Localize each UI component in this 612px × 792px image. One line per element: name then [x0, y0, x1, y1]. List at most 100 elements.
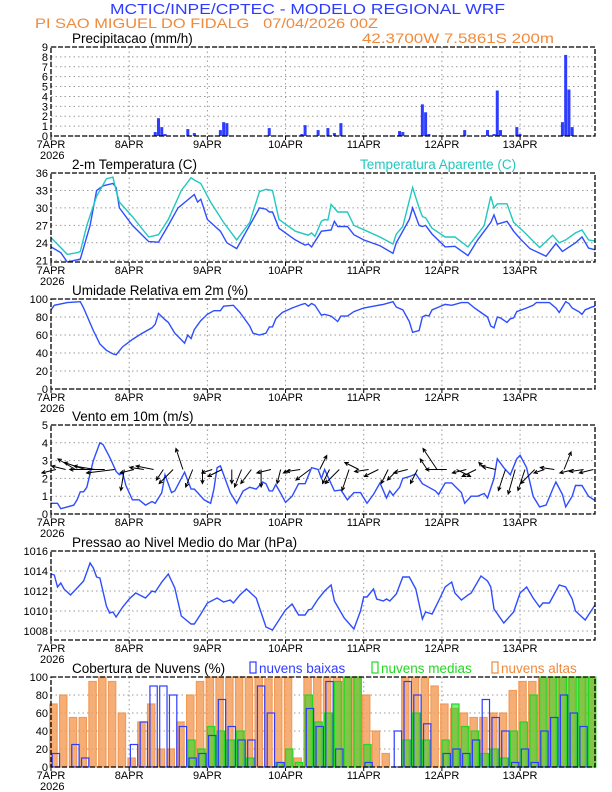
x-tick-label: 10APR — [268, 139, 303, 151]
wind-arrow — [255, 469, 272, 475]
precip-bar — [192, 133, 196, 136]
cloud-bar-nuvens-altas — [264, 678, 273, 768]
wind-arrow — [233, 469, 243, 489]
cloud-bar-nuvens-baixas — [510, 761, 520, 768]
x-tick-label: 9APR — [193, 517, 222, 529]
y-tick-label: 40 — [36, 726, 48, 738]
y-tick-label: 21 — [36, 255, 48, 267]
cloud-bar-nuvens-baixas — [540, 730, 549, 768]
cloud-bar-nuvens-altas — [117, 712, 127, 768]
y-tick-label: 80 — [36, 690, 48, 702]
cloud-bar-nuvens-baixas — [315, 725, 324, 768]
x-tick-label: 9APR — [193, 770, 222, 782]
x-tick-label: 7APR — [37, 770, 66, 782]
wind-arrow — [324, 469, 340, 485]
wind-arrow — [174, 447, 184, 470]
cloud-bar-nuvens-altas — [381, 752, 390, 768]
precip-bar — [515, 127, 519, 136]
y-tick-label: 0 — [42, 131, 48, 143]
legend-swatch — [491, 661, 499, 674]
cloud-bar-nuvens-altas — [146, 703, 156, 768]
precip-bar — [156, 118, 160, 136]
y-tick-label: 1014 — [24, 566, 48, 578]
x-tick-label: 13APR — [503, 770, 538, 782]
wind-arrow — [184, 469, 194, 489]
precip-bar — [564, 54, 568, 136]
wind-arrow — [532, 469, 545, 475]
legend-swatch — [249, 661, 257, 674]
precip-bar — [567, 89, 571, 136]
panel-title: Pressao ao Nivel Medio do Mar (hPa) — [72, 535, 297, 550]
y-tick-label: 30 — [36, 203, 48, 215]
wind-arrow — [85, 469, 115, 475]
y-tick-label: 60 — [36, 330, 48, 342]
panel-title: Precipitacao (mm/h) — [72, 31, 193, 46]
precip-bar — [332, 133, 336, 136]
wind-arrow — [380, 469, 389, 485]
wind-arrow — [343, 461, 360, 470]
x-tick-label: 13APR — [503, 643, 538, 655]
y-tick-label: 1 — [42, 491, 48, 503]
wind-arrow — [240, 469, 252, 485]
precip-bar — [570, 127, 574, 136]
x-tick-label: 11APR — [347, 517, 381, 529]
x-year-label: 2026 — [40, 276, 64, 288]
cloud-bar-nuvens-medias — [343, 676, 353, 768]
x-tick-label: 7APR — [37, 643, 66, 655]
x-tick-label: 13APR — [503, 517, 538, 529]
cloud-bar-nuvens-altas — [68, 716, 78, 768]
y-tick-label: 0 — [42, 509, 48, 521]
legend-label: Temperatura Aparente (C) — [360, 157, 516, 172]
y-tick-label: 7 — [42, 62, 48, 74]
y-tick-label: 3 — [42, 456, 48, 468]
panel-title: Vento em 10m (m/s) — [72, 409, 194, 424]
x-year-label: 2026 — [40, 528, 64, 540]
cloud-bar-nuvens-altas — [107, 680, 117, 768]
legend-label: nuvens medias — [381, 661, 472, 676]
y-tick-label: 2 — [42, 111, 48, 123]
y-tick-label: 33 — [36, 185, 48, 197]
panel-frame — [50, 676, 596, 768]
wind-arrow — [119, 469, 125, 492]
wind-arrow — [319, 454, 328, 470]
y-tick-label: 8 — [42, 52, 48, 64]
x-tick-label: 13APR — [503, 392, 538, 404]
precip-bar — [401, 132, 405, 136]
x-tick-label: 12APR — [424, 770, 459, 782]
x-year-label: 2026 — [40, 150, 64, 162]
panel-6: 0 20 40 60 80 100 7APR 8APR 9APR 10APR 11APR 12APR 1… — [30, 661, 597, 792]
series-line — [50, 561, 596, 631]
cloud-bar-nuvens-altas — [98, 676, 107, 768]
y-tick-label: 0 — [42, 762, 48, 774]
precip-bar — [186, 129, 190, 136]
cloud-bar-nuvens-altas — [254, 676, 263, 768]
cloud-bar-nuvens-baixas — [266, 712, 276, 768]
y-tick-label: 1012 — [24, 586, 48, 598]
x-tick-label: 11APR — [347, 392, 381, 404]
wind-arrow — [40, 469, 57, 475]
wind-arrow — [363, 469, 379, 478]
precip-bar — [420, 104, 424, 136]
x-tick-label: 10APR — [268, 392, 303, 404]
panel-4: 0 1 2 3 4 5 7APR 8APR 9APR 10APR 11APR 12APR 13APR 20… — [37, 409, 596, 540]
x-tick-label: 11APR — [347, 139, 381, 151]
precip-bar — [398, 131, 402, 136]
panel-2: 21 24 27 30 33 36 7APR 8APR 9APR 10APR 11APR 12APR 1… — [36, 157, 596, 288]
y-tick-label: 40 — [36, 348, 48, 360]
precip-bar — [153, 132, 157, 136]
precip-bar — [303, 125, 307, 136]
wind-arrow — [392, 469, 408, 475]
x-tick-label: 10APR — [268, 643, 303, 655]
wind-arrow — [424, 467, 447, 472]
series-line — [50, 300, 596, 356]
panel-5: 1008 1010 1012 1014 1016 7APR 8APR 9APR 10APR 11A… — [24, 535, 596, 666]
y-tick-label: 0 — [42, 384, 48, 396]
wind-arrow — [206, 469, 223, 478]
cloud-bar-nuvens-baixas — [393, 730, 403, 768]
precip-bar — [316, 130, 320, 136]
x-tick-label: 8APR — [115, 392, 144, 404]
y-tick-label: 1 — [42, 121, 48, 133]
y-tick-label: 20 — [36, 744, 48, 756]
